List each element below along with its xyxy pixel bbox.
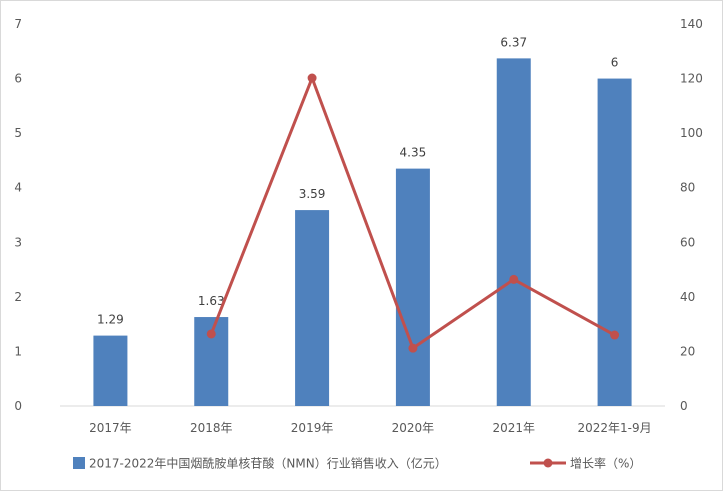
legend-line-label: 增长率（%） — [570, 456, 641, 471]
legend-line-marker — [543, 458, 553, 468]
bar — [496, 58, 531, 406]
right-axis-tick-label: 60 — [680, 235, 695, 249]
bar — [597, 78, 632, 407]
growth-rate-point — [408, 343, 418, 353]
right-axis-tick-label: 140 — [680, 17, 703, 31]
x-axis-tick-label: 2019年 — [291, 421, 334, 435]
x-axis-tick-label: 2020年 — [392, 421, 435, 435]
bar-series — [93, 58, 632, 407]
left-axis-tick-label: 0 — [14, 399, 22, 413]
left-axis-tick-label: 4 — [14, 181, 22, 195]
left-axis-tick-label: 3 — [14, 235, 22, 249]
legend-bar-swatch — [73, 457, 85, 469]
growth-rate-point — [509, 274, 519, 284]
bar-data-label: 3.59 — [299, 187, 326, 201]
left-axis-tick-label: 7 — [14, 17, 22, 31]
left-axis-tick-label: 5 — [14, 126, 22, 140]
growth-rate-point — [307, 73, 317, 83]
right-axis-tick-label: 120 — [680, 72, 703, 86]
right-axis-tick-label: 80 — [680, 181, 695, 195]
right-axis-tick-label: 0 — [680, 399, 688, 413]
growth-rate-point — [610, 330, 620, 340]
left-axis-tick-label: 1 — [14, 344, 22, 358]
growth-rate-point — [206, 329, 216, 339]
x-axis-tick-label: 2021年 — [492, 421, 535, 435]
left-axis: 0 1 2 3 4 5 6 7 — [14, 17, 22, 413]
right-axis-tick-label: 40 — [680, 290, 695, 304]
bar-data-label: 6.37 — [500, 35, 527, 49]
right-axis-tick-label: 100 — [680, 126, 703, 140]
bar-data-label: 1.29 — [97, 313, 124, 327]
legend: 2017-2022年中国烟酰胺单核苷酸（NMN）行业销售收入（亿元） 增长率（%… — [73, 456, 641, 471]
right-axis-tick-label: 20 — [680, 344, 695, 358]
bar — [93, 335, 128, 406]
bar-data-label: 4.35 — [400, 146, 427, 160]
left-axis-tick-label: 6 — [14, 72, 22, 86]
bar — [295, 210, 330, 406]
x-axis-tick-label: 2022年1-9月 — [578, 421, 652, 435]
x-axis-tick-label: 2018年 — [190, 421, 233, 435]
bar-data-label: 6 — [611, 56, 619, 70]
left-axis-tick-label: 2 — [14, 290, 22, 304]
line-series — [206, 73, 620, 353]
x-axis-ticks: 2017年 2018年 2019年 2020年 2021年 2022年1-9月 — [89, 421, 652, 435]
bar-data-label: 1.63 — [198, 294, 225, 308]
bar-data-labels: 1.29 1.63 3.59 4.35 6.37 6 — [97, 35, 618, 326]
bar — [395, 168, 430, 406]
right-axis: 0 20 40 60 80 100 120 140 — [680, 17, 703, 413]
x-axis-tick-label: 2017年 — [89, 421, 132, 435]
legend-bar-label: 2017-2022年中国烟酰胺单核苷酸（NMN）行业销售收入（亿元） — [89, 456, 447, 471]
